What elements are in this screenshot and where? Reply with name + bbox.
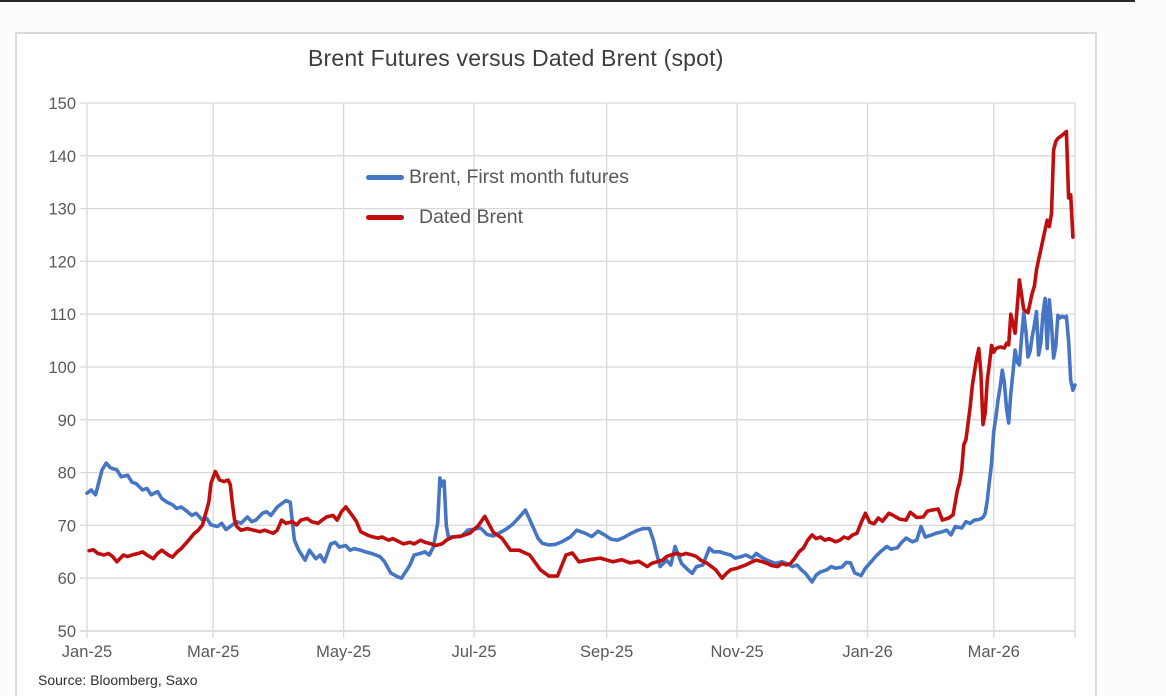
chart-legend: Brent, First month futures Dated Brent — [366, 164, 629, 231]
window-top-edge-line — [0, 0, 1135, 2]
legend-item-brent-futures: Brent, First month futures — [366, 164, 629, 191]
y-axis-tick-label: 70 — [58, 517, 76, 535]
chart-card — [15, 32, 1097, 696]
legend-label-brent-futures: Brent, First month futures — [409, 166, 629, 188]
y-axis-tick-label: 80 — [58, 465, 76, 483]
y-axis-tick-label: 60 — [58, 570, 76, 588]
legend-item-dated-brent: Dated Brent — [366, 204, 629, 231]
y-axis-tick-label: 130 — [48, 201, 76, 219]
legend-label-dated-brent: Dated Brent — [419, 206, 524, 228]
y-axis-tick-label: 150 — [48, 95, 76, 113]
series-line-dated-brent — [87, 129, 1075, 581]
x-axis-tick-label: Sep-25 — [580, 643, 633, 661]
legend-swatch-red-line-icon — [366, 215, 404, 220]
y-axis-tick-label: 140 — [48, 148, 76, 166]
y-axis-tick-label: 110 — [50, 306, 76, 324]
y-axis-tick-label: 100 — [48, 359, 76, 377]
legend-swatch-blue-line-icon — [366, 175, 404, 180]
y-axis-tick-label: 90 — [58, 412, 76, 430]
x-axis-tick-label: Jan-26 — [842, 643, 892, 661]
x-axis-tick-label: May-25 — [316, 643, 371, 661]
source-note: Source: Bloomberg, Saxo — [38, 672, 198, 688]
x-axis-tick-label: Jul-25 — [452, 643, 497, 661]
y-axis-tick-label: 120 — [48, 253, 76, 271]
y-axis-tick-label: 50 — [58, 623, 76, 641]
chart-title: Brent Futures versus Dated Brent (spot) — [308, 45, 724, 71]
x-axis-tick-label: Mar-26 — [968, 643, 1020, 661]
series-line-brent-futures — [85, 296, 1077, 584]
x-axis-tick-label: Jan-25 — [62, 643, 112, 661]
x-axis-tick-label: Nov-25 — [711, 643, 764, 661]
x-axis-tick-label: Mar-25 — [187, 643, 239, 661]
